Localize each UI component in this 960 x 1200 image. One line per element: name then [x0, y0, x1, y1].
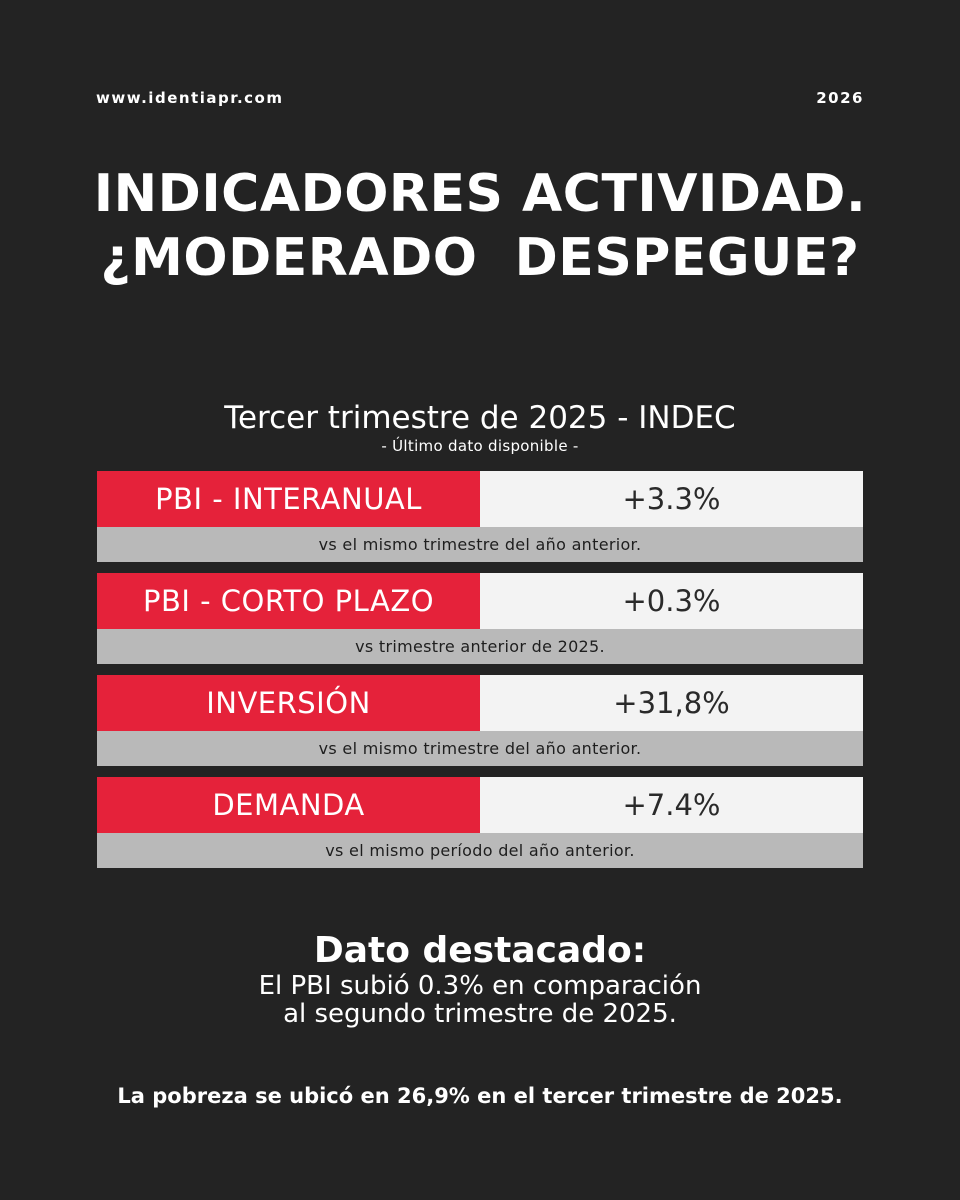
indicators-table: PBI - INTERANUAL +3.3% vs el mismo trime…	[97, 471, 863, 879]
indicator-label: INVERSIÓN	[97, 675, 480, 731]
section-subtitle: Tercer trimestre de 2025 - INDEC	[224, 400, 736, 436]
highlight-line-1: El PBI subió 0.3% en comparación	[258, 971, 702, 1001]
website-link[interactable]: www.identiapr.com	[96, 89, 284, 107]
top-bar: www.identiapr.com 2026	[96, 86, 864, 110]
indicator-pbi-corto-plazo: PBI - CORTO PLAZO +0.3% vs trimestre ant…	[97, 573, 863, 664]
indicator-label: PBI - INTERANUAL	[97, 471, 480, 527]
year-label: 2026	[816, 89, 864, 107]
indicator-inversion: INVERSIÓN +31,8% vs el mismo trimestre d…	[97, 675, 863, 766]
indicator-value: +3.3%	[480, 471, 863, 527]
indicator-value: +31,8%	[480, 675, 863, 731]
indicator-label: DEMANDA	[97, 777, 480, 833]
page-title: INDICADORES ACTIVIDAD. ¿MODERADO DESPEGU…	[0, 162, 960, 290]
indicator-note: vs el mismo período del año anterior.	[97, 833, 863, 868]
indicator-note: vs el mismo trimestre del año anterior.	[97, 527, 863, 562]
highlight-box: Dato destacado: El PBI subió 0.3% en com…	[0, 930, 960, 1028]
indicator-note: vs trimestre anterior de 2025.	[97, 629, 863, 664]
indicator-value: +0.3%	[480, 573, 863, 629]
indicator-label: PBI - CORTO PLAZO	[97, 573, 480, 629]
section-note: - Último dato disponible -	[381, 437, 579, 455]
indicator-demanda: DEMANDA +7.4% vs el mismo período del añ…	[97, 777, 863, 868]
title-line-2: ¿MODERADO DESPEGUE?	[100, 228, 860, 288]
indicator-pbi-interanual: PBI - INTERANUAL +3.3% vs el mismo trime…	[97, 471, 863, 562]
highlight-line-2: al segundo trimestre de 2025.	[283, 999, 677, 1029]
title-line-1: INDICADORES ACTIVIDAD.	[93, 164, 867, 224]
indicator-note: vs el mismo trimestre del año anterior.	[97, 731, 863, 766]
indicator-value: +7.4%	[480, 777, 863, 833]
highlight-heading: Dato destacado:	[313, 930, 647, 971]
footer-note: La pobreza se ubicó en 26,9% en el terce…	[117, 1084, 843, 1108]
